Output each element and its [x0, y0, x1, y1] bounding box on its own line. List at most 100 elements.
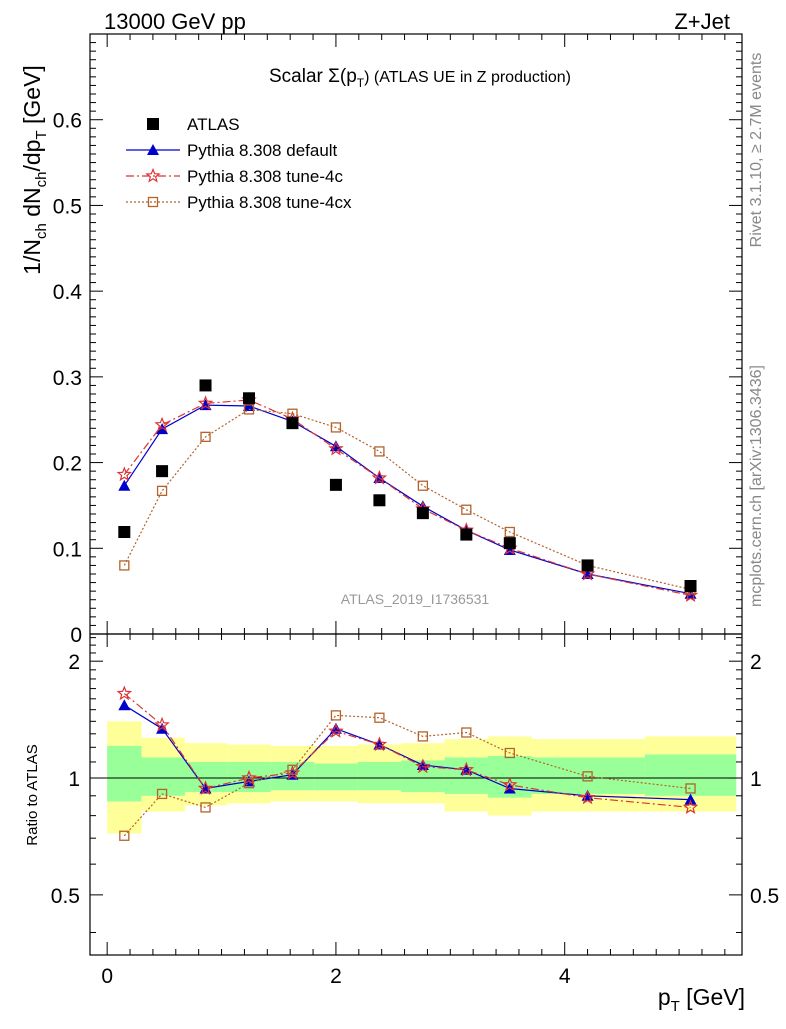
- point-pythia-8-308-tune-4cx: [119, 560, 130, 571]
- point-pythia-8-308-tune-4cx: [461, 504, 472, 515]
- y-tick-label-top: 0.3: [53, 367, 82, 390]
- ratio-point-pythia-8-308-default: [118, 699, 131, 711]
- ratio-line-pythia-8-308-tune-4c: [123, 693, 691, 808]
- ratio-point-pythia-8-308-tune-4c: [579, 789, 596, 805]
- y-tick-label-top: 0: [70, 624, 82, 647]
- y-axis-label-ratio: Ratio to ATLAS: [24, 744, 41, 845]
- y-tick-label-top: 0.5: [53, 195, 82, 218]
- point-pythia-8-308-default: [156, 423, 169, 435]
- point-pythia-8-308-tune-4cx: [156, 485, 168, 497]
- chart-title-prefix: Scalar Σ(p: [269, 66, 357, 87]
- ratio-point-pythia-8-308-tune-4cx: [287, 764, 298, 775]
- point-atlas: [118, 526, 131, 538]
- legend-marker-pythia-8-308-tune-4c: [145, 167, 161, 183]
- point-atlas: [329, 478, 342, 491]
- point-pythia-8-308-default: [118, 479, 131, 491]
- ratio-frame: [89, 633, 743, 956]
- chart-title-suffix: ) (ATLAS UE in Z production): [364, 69, 571, 86]
- ratio-point-pythia-8-308-tune-4c: [328, 723, 344, 738]
- header-right: Z+Jet: [674, 9, 730, 34]
- y-axis-label-main: 1/Nch dNch/dpT [GeV]: [19, 65, 50, 275]
- ratio-point-pythia-8-308-tune-4cx: [200, 802, 211, 813]
- ratio-point-pythia-8-308-tune-4c: [415, 758, 431, 774]
- point-atlas: [460, 528, 473, 541]
- band-green-10: [531, 757, 645, 794]
- ratio-panel: 0 2 4 0.5 0.5 1 1 2 2: [51, 633, 779, 988]
- ratio-point-pythia-8-308-tune-4c: [197, 780, 214, 796]
- y-tick-label-ratio-right: 0.5: [750, 885, 779, 908]
- point-pythia-8-308-default: [329, 440, 342, 452]
- x-tick-label: 4: [559, 965, 571, 988]
- point-pythia-8-308-tune-4cx: [330, 422, 342, 433]
- ratio-point-pythia-8-308-tune-4cx: [504, 747, 515, 759]
- ratio-point-pythia-8-308-tune-4cx: [156, 788, 168, 800]
- point-pythia-8-308-tune-4c: [154, 416, 170, 432]
- band-green-0: [107, 745, 142, 802]
- point-pythia-8-308-tune-4c: [579, 565, 596, 581]
- y-tick-label-top: 0.1: [53, 538, 82, 561]
- band-green-11: [644, 754, 737, 796]
- point-pythia-8-308-tune-4c: [197, 395, 214, 411]
- legend: ATLAS Pythia 8.308 default Pythia 8.308 tu…: [126, 115, 352, 212]
- point-atlas: [416, 507, 429, 520]
- analysis-label: ATLAS_2019_I1736531: [341, 591, 490, 607]
- ratio-point-pythia-8-308-tune-4cx: [417, 731, 429, 742]
- ratio-point-pythia-8-308-tune-4cx: [374, 712, 385, 723]
- ratio-point-pythia-8-308-tune-4cx: [243, 778, 255, 789]
- mcplots-label: mcplots.cern.ch [arXiv:1306.3436]: [748, 365, 765, 607]
- ratio-point-pythia-8-308-default: [329, 722, 342, 734]
- legend-label-pythia-8-308-tune-4cx: Pythia 8.308 tune-4cx: [187, 193, 352, 212]
- chart-title: Scalar Σ(pT) (ATLAS UE in Z production): [269, 66, 571, 90]
- ratio-point-pythia-8-308-tune-4cx: [330, 710, 342, 721]
- legend-label-atlas: ATLAS: [187, 115, 240, 134]
- legend-label-pythia-8-308-default: Pythia 8.308 default: [187, 141, 338, 160]
- legend-marker-pythia-8-308-tune-4cx: [147, 196, 159, 208]
- point-pythia-8-308-tune-4cx: [243, 404, 255, 415]
- ratio-point-pythia-8-308-tune-4c: [458, 761, 475, 777]
- y-tick-label-ratio: 0.5: [51, 885, 80, 908]
- point-atlas: [199, 379, 212, 392]
- point-atlas: [581, 559, 594, 572]
- series-line-pythia-8-308-default: [123, 404, 691, 595]
- point-atlas: [286, 417, 299, 430]
- ratio-point-pythia-8-308-default: [684, 793, 697, 805]
- ratio-point-pythia-8-308-tune-4c: [682, 799, 699, 815]
- point-pythia-8-308-tune-4cx: [374, 446, 385, 457]
- point-pythia-8-308-tune-4c: [328, 440, 344, 456]
- header-left: 13000 GeV pp: [104, 9, 246, 34]
- band-green-6: [357, 761, 402, 791]
- point-pythia-8-308-tune-4cx: [504, 526, 515, 538]
- chart-title-sub: T: [357, 76, 365, 90]
- band-green-5: [314, 763, 358, 791]
- x-tick-label: 0: [101, 965, 113, 988]
- legend-marker-atlas: [147, 118, 159, 130]
- point-atlas: [684, 580, 697, 592]
- legend-label-pythia-8-308-tune-4c: Pythia 8.308 tune-4c: [187, 167, 343, 186]
- y-tick-label-top: 0.6: [53, 110, 82, 133]
- series-line-pythia-8-308-tune-4c: [123, 399, 691, 596]
- main-panel: 0 0.1 0.2 0.3 0.4 0.5 0.6: [53, 33, 743, 647]
- ratio-point-pythia-8-308-tune-4c: [502, 776, 518, 792]
- point-pythia-8-308-tune-4c: [371, 469, 388, 485]
- ratio-point-pythia-8-308-tune-4cx: [582, 771, 593, 782]
- y-tick-label-ratio-right: 2: [750, 651, 762, 674]
- ratio-point-pythia-8-308-tune-4cx: [119, 830, 130, 841]
- rivet-label: Rivet 3.1.10, ≥ 2.7M events: [748, 53, 765, 248]
- ratio-point-pythia-8-308-tune-4cx: [461, 727, 472, 738]
- legend-marker-pythia-8-308-default: [147, 144, 159, 155]
- ratio-point-pythia-8-308-tune-4c: [241, 769, 257, 785]
- point-pythia-8-308-tune-4c: [116, 466, 133, 482]
- ratio-point-pythia-8-308-tune-4cx: [685, 783, 696, 794]
- y-tick-label-ratio: 1: [68, 768, 80, 791]
- point-atlas: [503, 537, 516, 550]
- ratio-point-pythia-8-308-tune-4c: [371, 736, 388, 752]
- y-tick-label-top: 0.2: [53, 453, 82, 476]
- y-tick-label-top: 0.4: [53, 281, 83, 304]
- point-pythia-8-308-tune-4cx: [417, 480, 429, 491]
- point-atlas: [242, 392, 255, 405]
- point-atlas: [156, 465, 169, 478]
- y-tick-label-ratio: 2: [68, 651, 80, 674]
- point-pythia-8-308-tune-4cx: [200, 431, 211, 443]
